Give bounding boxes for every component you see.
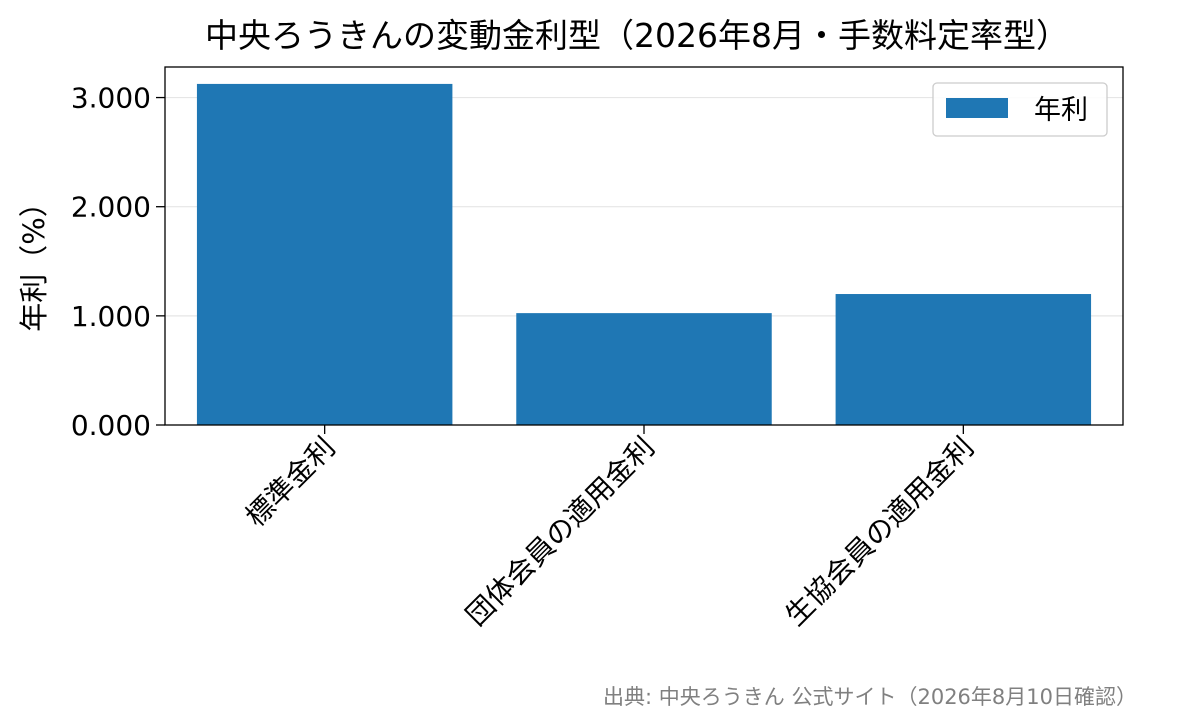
bar	[196, 83, 453, 425]
legend: 年利	[932, 82, 1108, 137]
x-tick-label: 生協会員の適用金利	[779, 431, 981, 633]
y-axis: 0.000 1.000 2.000 3.000	[71, 82, 165, 442]
bars	[196, 83, 1092, 425]
source-note: 出典: 中央ろうきん 公式サイト（2026年8月10日確認）	[603, 685, 1137, 709]
legend-swatch	[946, 98, 1008, 118]
x-tick-label: 標準金利	[239, 431, 342, 534]
y-tick-label: 2.000	[71, 191, 151, 224]
bar	[835, 294, 1092, 425]
y-tick-label: 0.000	[71, 409, 151, 442]
y-axis-label: 年利（%）	[17, 188, 51, 332]
legend-box	[932, 82, 1108, 137]
chart-title: 中央ろうきんの変動金利型（2026年8月・手数料定率型）	[205, 16, 1069, 55]
y-tick-label: 3.000	[71, 82, 151, 115]
bar	[516, 313, 772, 425]
legend-label: 年利	[1034, 95, 1088, 126]
x-tick-label: 団体会員の適用金利	[459, 431, 661, 633]
x-axis: 標準金利 団体会員の適用金利 生協会員の適用金利	[239, 425, 980, 632]
y-tick-label: 1.000	[71, 300, 151, 333]
